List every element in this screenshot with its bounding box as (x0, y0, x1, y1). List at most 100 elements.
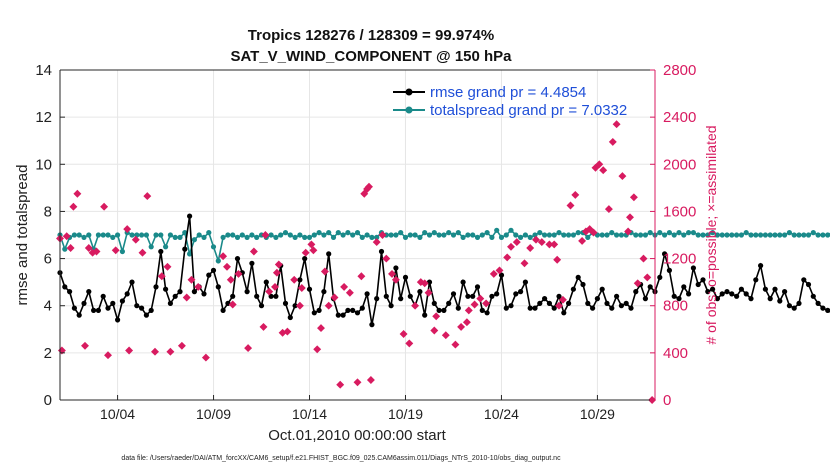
obs-point (451, 340, 460, 349)
obs-point (470, 300, 479, 309)
spread-point (695, 232, 701, 238)
spread-point (398, 230, 404, 236)
rmse-point (786, 303, 793, 309)
rmse-point (273, 293, 279, 299)
spread-point (182, 230, 188, 236)
spread-point (734, 232, 740, 238)
spread-point (705, 232, 711, 238)
rmse-point (91, 307, 97, 313)
rmse-point (441, 307, 447, 313)
spread-point (460, 234, 466, 240)
spread-point (148, 244, 154, 250)
y-tick-label-right: 400 (663, 345, 688, 362)
spread-point (662, 232, 668, 238)
rmse-point (191, 289, 197, 295)
obs-point (357, 272, 366, 281)
rmse-point (489, 293, 495, 299)
spread-point (129, 232, 135, 238)
rmse-point (398, 296, 404, 302)
chart-subtitle: SAT_V_WIND_COMPONENT @ 150 hPa (230, 48, 512, 65)
rmse-point (110, 300, 116, 306)
spread-point (206, 230, 212, 236)
rmse-point (134, 303, 140, 309)
rmse-point (753, 277, 759, 283)
rmse-point (383, 293, 389, 299)
rmse-point (710, 286, 716, 292)
spread-point (777, 232, 783, 238)
rmse-point (422, 312, 428, 318)
spread-point (772, 232, 778, 238)
spread-point (758, 232, 764, 238)
y-tick-label-left: 14 (35, 62, 52, 79)
rmse-point (609, 305, 615, 311)
spread-point (690, 230, 697, 236)
obs-point (489, 269, 498, 278)
spread-point (210, 244, 217, 250)
rmse-point (772, 286, 778, 292)
spread-point (446, 230, 452, 236)
rmse-point (532, 305, 538, 311)
spread-point (724, 232, 730, 238)
rmse-point (791, 305, 797, 311)
obs-point (317, 324, 325, 333)
obs-point (297, 284, 306, 292)
spread-point (561, 232, 567, 238)
rmse-point (302, 256, 308, 262)
rmse-point (719, 291, 725, 297)
spread-point (513, 232, 519, 238)
spread-point (143, 232, 149, 238)
rmse-point (518, 289, 524, 295)
rmse-point (263, 279, 269, 285)
y-tick-label-left: 6 (44, 251, 52, 268)
spread-point (479, 232, 485, 238)
spread-point (805, 232, 812, 238)
spread-point (191, 237, 197, 243)
y-tick-label-left: 0 (44, 392, 52, 409)
spread-point (278, 232, 284, 238)
rmse-point (220, 307, 226, 313)
obs-point (507, 242, 515, 251)
rmse-point (590, 305, 596, 311)
obs-point (618, 172, 627, 181)
rmse-point (321, 289, 327, 295)
spread-point (566, 232, 572, 238)
y-axis-label-right: # of obs: o=possible; ×=assimilated (703, 125, 719, 344)
spread-point (388, 232, 394, 238)
spread-point (546, 232, 553, 238)
y-tick-label-left: 8 (44, 203, 52, 220)
spread-point (642, 232, 649, 238)
obs-point (411, 301, 420, 310)
rmse-point (172, 293, 178, 299)
obs-point (558, 295, 567, 304)
spread-point (350, 232, 356, 238)
rmse-point (230, 293, 236, 299)
rmse-point (182, 246, 188, 252)
rmse-point (604, 300, 610, 306)
obs-point (290, 275, 299, 284)
rmse-point (129, 279, 135, 285)
spread-point (201, 234, 207, 240)
rmse-point (153, 284, 159, 290)
spread-point (297, 232, 303, 238)
obs-point (537, 238, 546, 247)
spread-point (153, 232, 159, 238)
spread-point (484, 230, 490, 236)
obs-point (629, 193, 638, 202)
spread-point (369, 234, 375, 240)
rmse-point (479, 307, 485, 313)
spread-point (753, 232, 759, 238)
rmse-point (642, 296, 649, 302)
spread-point (345, 230, 351, 236)
obs-point (372, 238, 381, 247)
obs-point (476, 294, 485, 303)
rmse-point (95, 307, 101, 313)
rmse-point (292, 303, 298, 309)
rmse-point (575, 274, 581, 280)
spread-point (71, 232, 77, 238)
spread-point (767, 232, 773, 238)
rmse-point (762, 286, 769, 292)
rmse-point (340, 312, 346, 318)
rmse-point (450, 291, 457, 297)
rmse-point (100, 293, 106, 299)
rmse-point (681, 284, 687, 290)
